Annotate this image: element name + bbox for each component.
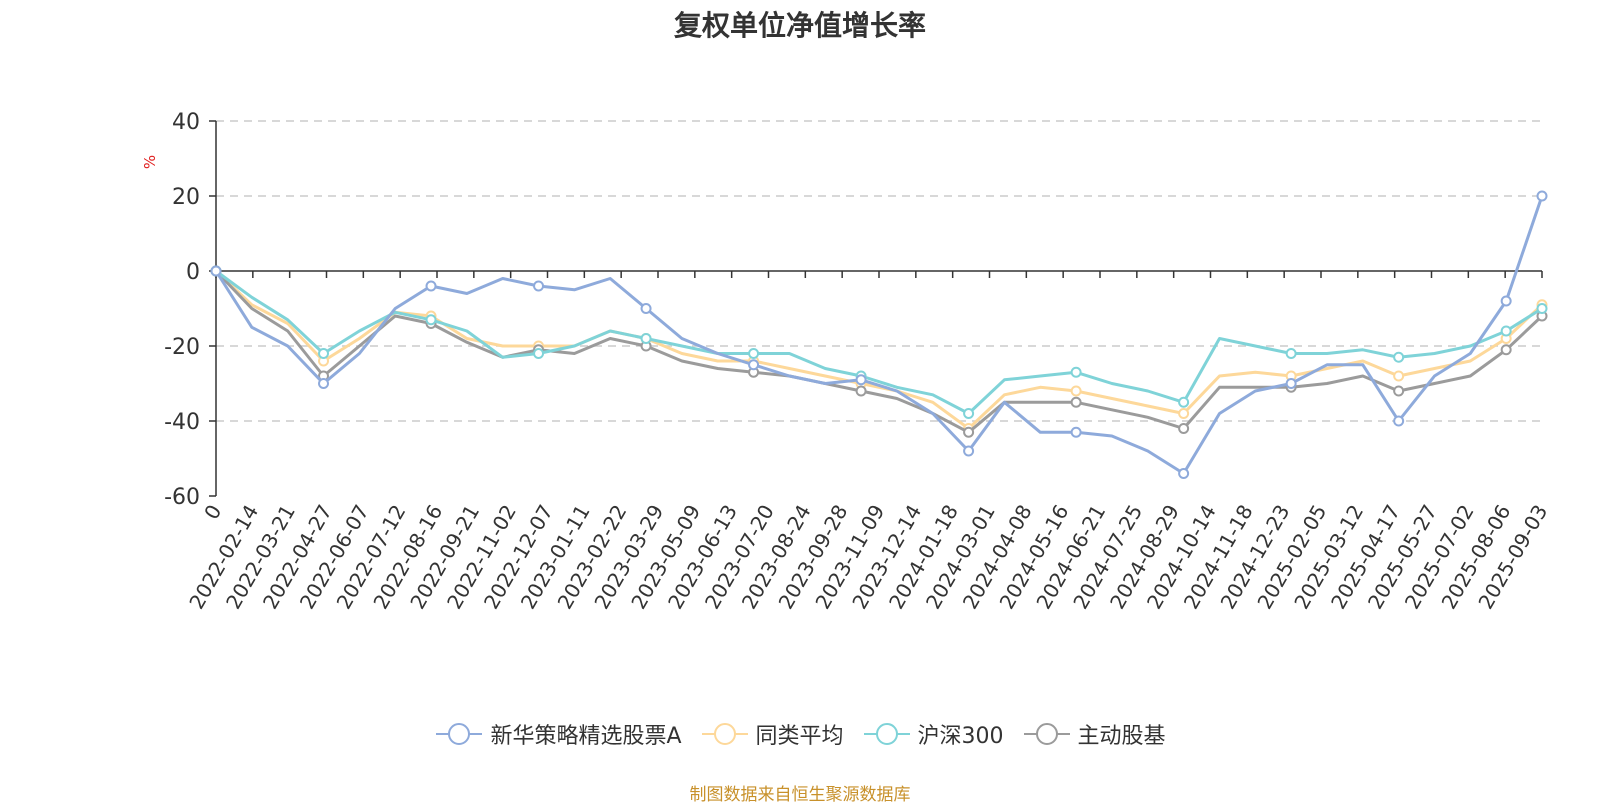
series-lines	[210, 190, 1548, 479]
data-point	[1070, 366, 1082, 378]
data-point	[1393, 385, 1405, 397]
data-point	[1178, 396, 1190, 408]
series-line	[214, 269, 1544, 434]
series-line	[214, 269, 1544, 430]
y-tick-label: 20	[172, 185, 200, 210]
data-point	[640, 333, 652, 344]
data-point	[748, 359, 760, 371]
data-point	[1178, 468, 1190, 479]
data-point	[318, 378, 330, 389]
data-point	[1070, 385, 1082, 397]
data-point	[425, 280, 437, 292]
data-point	[855, 374, 867, 386]
data-point	[855, 385, 867, 397]
y-tick-label: -20	[164, 335, 200, 360]
legend-label: 沪深300	[917, 724, 1004, 749]
data-point	[1178, 408, 1190, 419]
data-point	[963, 408, 975, 419]
chart-title: 复权单位净值增长率	[673, 9, 926, 42]
data-point	[1285, 348, 1297, 359]
y-tick-label: 0	[186, 260, 200, 285]
data-point	[963, 445, 975, 457]
legend-marker-icon	[701, 723, 748, 745]
data-point	[533, 280, 545, 292]
legend-item[interactable]: 沪深300	[862, 718, 1004, 750]
data-point	[1500, 295, 1512, 307]
data-point	[1070, 396, 1082, 408]
data-point	[1393, 351, 1405, 363]
data-point	[318, 348, 330, 359]
data-point	[748, 348, 760, 359]
data-point	[1500, 325, 1512, 337]
data-point	[1070, 426, 1082, 438]
legend-item[interactable]: 同类平均	[700, 718, 844, 750]
data-point	[1536, 190, 1548, 202]
legend-item[interactable]: 主动股基	[1022, 718, 1166, 750]
source-note: 制图数据来自恒生聚源数据库	[689, 785, 911, 805]
data-point	[1393, 370, 1405, 382]
y-axis: 40 20 0 -20 -40 -60	[164, 110, 217, 510]
y-tick-label: -40	[164, 410, 200, 435]
legend-marker-icon	[863, 723, 910, 745]
data-point	[533, 348, 545, 359]
series-line	[214, 195, 1544, 475]
legend: 新华策略精选股票A 同类平均 沪深300 主动股基	[0, 718, 1600, 750]
legend-marker-icon	[1023, 723, 1070, 745]
legend-label: 新华策略精选股票A	[490, 724, 682, 749]
data-point	[1285, 378, 1297, 389]
series-line	[215, 269, 1543, 415]
data-point	[1178, 423, 1190, 434]
data-point	[425, 314, 437, 326]
data-point	[1500, 344, 1512, 356]
data-point	[210, 265, 222, 277]
y-tick-label: -60	[164, 485, 200, 510]
data-point	[1393, 415, 1405, 427]
legend-item[interactable]: 新华策略精选股票A	[434, 718, 682, 750]
y-axis-label: %	[141, 155, 159, 169]
y-tick-label: 40	[172, 110, 200, 135]
data-point	[963, 426, 975, 438]
data-point	[1536, 303, 1548, 314]
grid-lines	[216, 120, 1542, 422]
legend-label: 主动股基	[1077, 724, 1166, 749]
legend-marker-icon	[436, 723, 483, 745]
legend-label: 同类平均	[755, 724, 844, 749]
data-point	[640, 303, 652, 314]
x-tick-label: 0	[199, 501, 226, 524]
